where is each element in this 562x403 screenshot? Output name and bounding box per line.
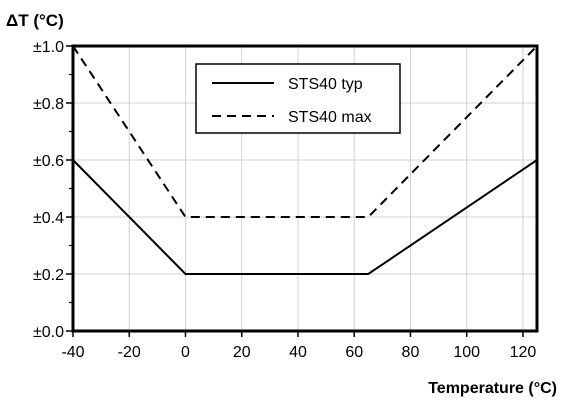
legend: STS40 typ STS40 max [195,63,401,134]
legend-label-max: STS40 max [288,109,372,126]
y-tick-label: ±1.0 [33,39,64,56]
x-tick-label: 120 [510,344,537,361]
y-tick-label: ±0.2 [33,267,64,284]
y-tick-label: ±0.0 [33,324,64,341]
x-tick-label: -40 [61,344,84,361]
series-layer [72,45,538,275]
y-tick-label: ±0.6 [33,153,64,170]
x-tick-label: 40 [289,344,307,361]
y-axis-label: ΔT (°C) [6,11,64,30]
x-tick-label: 100 [453,344,480,361]
x-tick-label: 60 [345,344,363,361]
x-tick-label: 80 [402,344,420,361]
series-line-typ [72,159,538,275]
legend-label-typ: STS40 typ [288,76,363,93]
axis-ticks: ±0.0 ±0.2 ±0.4 ±0.6 ±0.8 ±1.0 -40 -20 0 20 40 60 80 1… [33,39,536,361]
legend-box [195,63,401,134]
x-tick-label: 20 [233,344,251,361]
x-axis-label: Temperature (°C) [428,380,557,397]
y-tick-label: ±0.4 [33,210,64,227]
x-tick-label: -20 [118,344,141,361]
y-tick-label: ±0.8 [33,96,64,113]
x-tick-label: 0 [181,344,190,361]
